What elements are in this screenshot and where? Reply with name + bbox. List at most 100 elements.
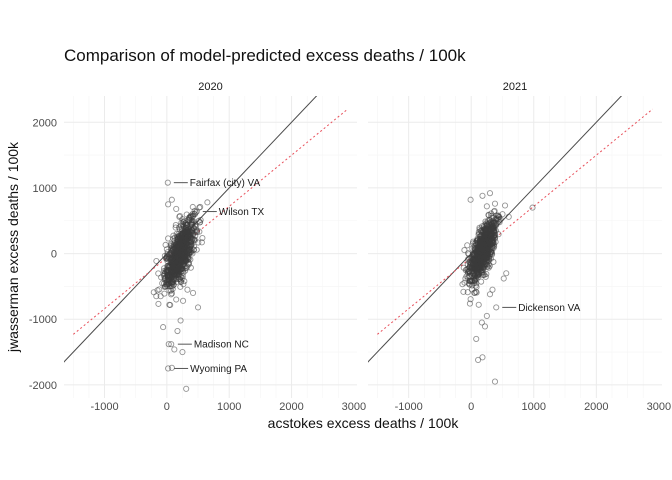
- data-point: [176, 212, 184, 220]
- point-annotation: Wyoming PA: [190, 364, 247, 375]
- data-point: [475, 301, 482, 308]
- data-point: [179, 239, 186, 246]
- data-point: [478, 319, 485, 326]
- data-point: [178, 248, 185, 255]
- data-point: [473, 289, 480, 296]
- data-point: [176, 213, 183, 220]
- data-point: [529, 204, 536, 211]
- y-tick-label: 0: [51, 249, 57, 261]
- data-point: [175, 233, 182, 240]
- data-point: [461, 247, 468, 254]
- data-point: [176, 253, 183, 260]
- data-point: [459, 281, 466, 288]
- data-point: [185, 261, 192, 268]
- data-point: [161, 290, 168, 297]
- data-point: [485, 211, 492, 218]
- data-point: [471, 289, 478, 297]
- data-point: [479, 354, 486, 361]
- data-point: [165, 341, 172, 348]
- data-point: [166, 301, 173, 308]
- data-point: [503, 270, 510, 277]
- data-point: [181, 217, 188, 224]
- data-point: [157, 293, 164, 300]
- data-point: [162, 283, 169, 290]
- data-point: [168, 341, 175, 348]
- data-point: [479, 269, 486, 276]
- data-point: [486, 291, 494, 298]
- data-point: [466, 300, 473, 307]
- data-point: [170, 263, 177, 270]
- data-point: [197, 203, 204, 211]
- data-point: [481, 243, 488, 250]
- data-point: [481, 323, 489, 330]
- data-point: [483, 312, 490, 319]
- data-point: [196, 219, 203, 226]
- data-point: [473, 335, 480, 342]
- data-point: [466, 268, 473, 276]
- data-point: [160, 324, 167, 331]
- data-point: [485, 237, 492, 244]
- data-point: [182, 221, 189, 228]
- data-point: [496, 216, 503, 223]
- data-point: [183, 385, 190, 392]
- data-point: [204, 199, 211, 206]
- data-point: [168, 291, 175, 298]
- data-point: [497, 216, 504, 223]
- point-annotation: Wilson TX: [219, 207, 265, 218]
- fit-line: [377, 108, 653, 335]
- data-point: [195, 217, 202, 225]
- data-point: [491, 200, 499, 207]
- data-point: [480, 265, 487, 272]
- panel-label: 2021: [503, 81, 527, 93]
- data-point: [486, 256, 493, 264]
- x-tick-label: 0: [468, 401, 474, 413]
- data-point: [490, 214, 497, 221]
- fit-line: [73, 108, 348, 335]
- data-point: [189, 220, 196, 227]
- data-point: [491, 378, 499, 385]
- data-point: [467, 296, 474, 303]
- data-point: [154, 287, 161, 294]
- point-annotation: Dickenson VA: [518, 303, 580, 314]
- x-tick-label: -1000: [395, 401, 423, 413]
- data-point: [174, 236, 181, 243]
- data-point: [184, 286, 191, 293]
- panel-2021: 2021 Dickenson VA -1000 0 1000 2000 3000: [368, 81, 671, 413]
- y-axis-title: jwasserman excess deaths / 100k: [5, 141, 21, 353]
- data-point: [464, 256, 472, 263]
- y-tick-label: -2000: [29, 380, 57, 392]
- data-point: [464, 289, 471, 296]
- data-point: [181, 278, 188, 285]
- x-tick-label: 0: [164, 401, 170, 413]
- data-point: [169, 261, 176, 268]
- data-point: [168, 364, 175, 371]
- data-point: [471, 276, 478, 283]
- data-point: [165, 273, 172, 280]
- data-point: [483, 203, 490, 210]
- data-point: [175, 269, 182, 276]
- data-point: [165, 365, 172, 372]
- data-point: [165, 235, 172, 242]
- data-point: [493, 304, 500, 311]
- x-tick-label: 2000: [279, 401, 303, 413]
- data-point: [173, 205, 180, 212]
- data-point: [465, 280, 472, 287]
- x-axis-title: acstokes excess deaths / 100k: [268, 415, 460, 431]
- data-point: [476, 224, 483, 231]
- chart-title: Comparison of model-predicted excess dea…: [64, 46, 466, 65]
- data-point: [153, 293, 160, 300]
- data-point: [183, 238, 190, 245]
- data-point: [474, 274, 481, 281]
- data-point: [189, 250, 196, 257]
- data-point: [173, 296, 180, 303]
- data-point: [460, 288, 467, 295]
- data-point: [475, 256, 482, 263]
- data-point: [185, 259, 192, 266]
- data-point: [161, 252, 168, 259]
- y-tick-label: 1000: [33, 183, 57, 195]
- data-point: [177, 265, 184, 272]
- data-point: [499, 211, 506, 218]
- data-point: [489, 286, 496, 293]
- panel-label: 2020: [198, 81, 222, 93]
- data-point: [172, 222, 179, 229]
